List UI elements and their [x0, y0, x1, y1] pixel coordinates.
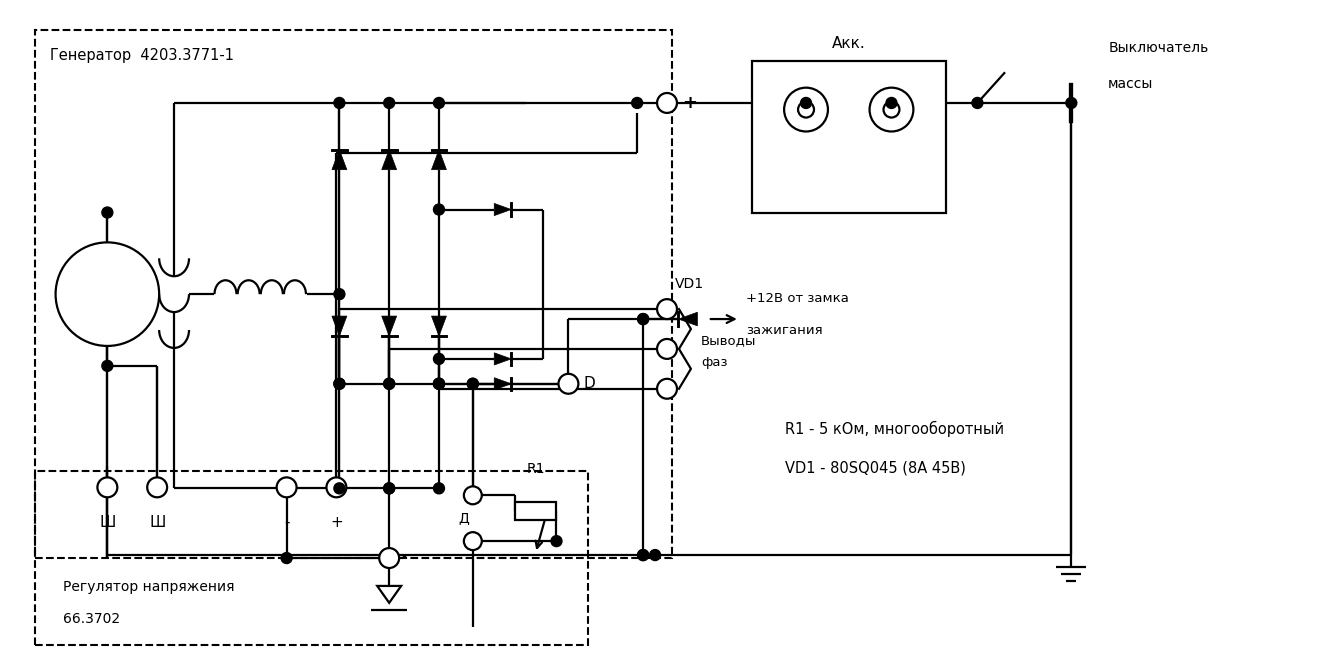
Text: фаз: фаз — [701, 357, 727, 369]
Circle shape — [334, 378, 345, 389]
Text: -: - — [284, 515, 290, 531]
Circle shape — [637, 550, 649, 560]
Circle shape — [334, 483, 345, 494]
Circle shape — [148, 477, 168, 497]
Polygon shape — [495, 353, 511, 365]
Circle shape — [657, 339, 677, 359]
Circle shape — [657, 299, 677, 319]
Circle shape — [551, 536, 562, 546]
Circle shape — [433, 378, 444, 389]
Text: 66.3702: 66.3702 — [63, 612, 119, 625]
Circle shape — [632, 98, 642, 108]
Circle shape — [102, 207, 113, 218]
Circle shape — [433, 353, 444, 365]
Circle shape — [657, 93, 677, 113]
Text: массы: массы — [1108, 77, 1153, 91]
Text: -: - — [401, 551, 406, 565]
Circle shape — [886, 98, 897, 108]
Circle shape — [98, 477, 117, 497]
Text: Генератор  4203.3771-1: Генератор 4203.3771-1 — [50, 48, 233, 63]
Circle shape — [869, 88, 913, 131]
Bar — [752, 61, 945, 212]
Text: Регулятор напряжения: Регулятор напряжения — [63, 580, 235, 594]
Text: R1: R1 — [526, 462, 544, 476]
Polygon shape — [495, 378, 511, 390]
Text: VD1 - 80SQ045 (8А 45В): VD1 - 80SQ045 (8А 45В) — [784, 461, 966, 476]
Circle shape — [637, 313, 649, 325]
Text: Д: Д — [459, 511, 469, 525]
Text: Выводы: Выводы — [701, 335, 756, 347]
Text: +: + — [683, 94, 697, 112]
Text: –: – — [886, 183, 896, 202]
Circle shape — [649, 550, 661, 560]
Text: +: + — [799, 183, 813, 202]
Polygon shape — [679, 312, 697, 326]
Text: D: D — [583, 376, 595, 391]
Text: Ш: Ш — [149, 515, 165, 531]
Text: +12В от замка: +12В от замка — [746, 292, 849, 305]
Circle shape — [380, 548, 400, 568]
Text: Ш: Ш — [99, 515, 115, 531]
Circle shape — [468, 378, 479, 389]
Circle shape — [282, 552, 292, 564]
Circle shape — [55, 242, 160, 346]
Circle shape — [326, 477, 346, 497]
Circle shape — [657, 378, 677, 398]
Polygon shape — [432, 150, 447, 170]
Circle shape — [801, 98, 811, 108]
Circle shape — [334, 98, 345, 108]
Bar — [35, 471, 589, 645]
Circle shape — [637, 313, 649, 325]
Text: зажигания: зажигания — [746, 324, 822, 337]
Circle shape — [384, 483, 394, 494]
Circle shape — [884, 102, 900, 118]
Circle shape — [433, 483, 444, 494]
Circle shape — [102, 361, 113, 371]
Circle shape — [433, 98, 444, 108]
Text: +: + — [330, 515, 343, 531]
Circle shape — [637, 550, 649, 560]
Circle shape — [384, 378, 394, 389]
Text: VD1: VD1 — [676, 277, 704, 291]
Text: R1 - 5 кОм, многооборотный: R1 - 5 кОм, многооборотный — [784, 420, 1003, 437]
Circle shape — [798, 102, 814, 118]
Circle shape — [468, 378, 479, 389]
Circle shape — [334, 378, 345, 389]
Circle shape — [384, 378, 394, 389]
Polygon shape — [382, 316, 397, 336]
Polygon shape — [382, 150, 397, 170]
Bar — [35, 31, 672, 558]
Polygon shape — [333, 316, 347, 336]
Circle shape — [334, 289, 345, 299]
Circle shape — [972, 98, 983, 108]
Text: Акк.: Акк. — [831, 36, 866, 51]
Circle shape — [784, 88, 827, 131]
Circle shape — [384, 98, 394, 108]
Bar — [515, 502, 557, 520]
Circle shape — [276, 477, 296, 497]
Polygon shape — [333, 150, 347, 170]
Circle shape — [464, 532, 481, 550]
Circle shape — [433, 378, 444, 389]
Circle shape — [433, 204, 444, 215]
Polygon shape — [432, 316, 447, 336]
Circle shape — [558, 374, 578, 394]
Circle shape — [464, 486, 481, 504]
Circle shape — [384, 483, 394, 494]
Circle shape — [1066, 98, 1077, 108]
Circle shape — [433, 378, 444, 389]
Text: Выключатель: Выключатель — [1108, 41, 1208, 55]
Polygon shape — [495, 203, 511, 216]
